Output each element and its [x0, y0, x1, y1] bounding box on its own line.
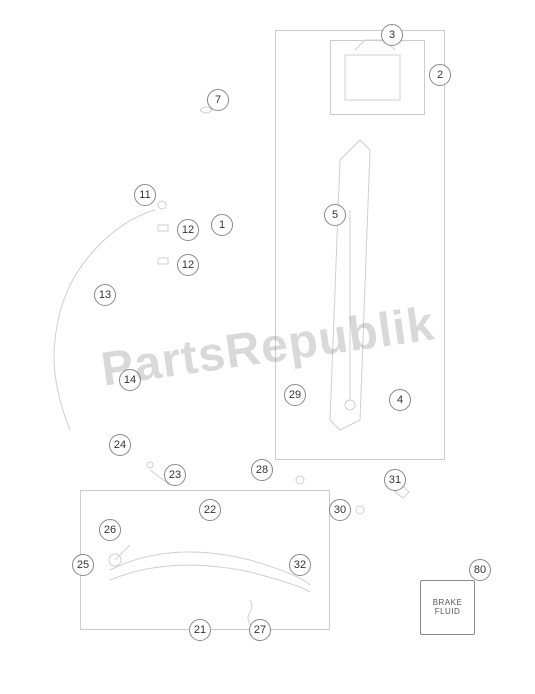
callout-28[interactable]: 28	[251, 459, 273, 481]
callout-26[interactable]: 26	[99, 519, 121, 541]
callout-27[interactable]: 27	[249, 619, 271, 641]
callout-14[interactable]: 14	[119, 369, 141, 391]
callout-21[interactable]: 21	[189, 619, 211, 641]
callout-23[interactable]: 23	[164, 464, 186, 486]
callout-3[interactable]: 3	[381, 24, 403, 46]
callout-24[interactable]: 24	[109, 434, 131, 456]
callout-22[interactable]: 22	[199, 499, 221, 521]
callout-2[interactable]: 2	[429, 64, 451, 86]
callout-12[interactable]: 12	[177, 219, 199, 241]
callout-11[interactable]: 11	[134, 184, 156, 206]
parts-diagram: BRAKE FLUID 1234571112121314212223242526…	[0, 0, 535, 694]
callout-29[interactable]: 29	[284, 384, 306, 406]
callout-32[interactable]: 32	[289, 554, 311, 576]
callout-5[interactable]: 5	[324, 204, 346, 226]
callout-1[interactable]: 1	[211, 214, 233, 236]
callout-80[interactable]: 80	[469, 559, 491, 581]
callout-31[interactable]: 31	[384, 469, 406, 491]
callout-7[interactable]: 7	[207, 89, 229, 111]
callout-13[interactable]: 13	[94, 284, 116, 306]
callout-30[interactable]: 30	[329, 499, 351, 521]
callouts-layer: 1234571112121314212223242526272829303132…	[0, 0, 535, 694]
callout-12[interactable]: 12	[177, 254, 199, 276]
callout-25[interactable]: 25	[72, 554, 94, 576]
callout-4[interactable]: 4	[389, 389, 411, 411]
